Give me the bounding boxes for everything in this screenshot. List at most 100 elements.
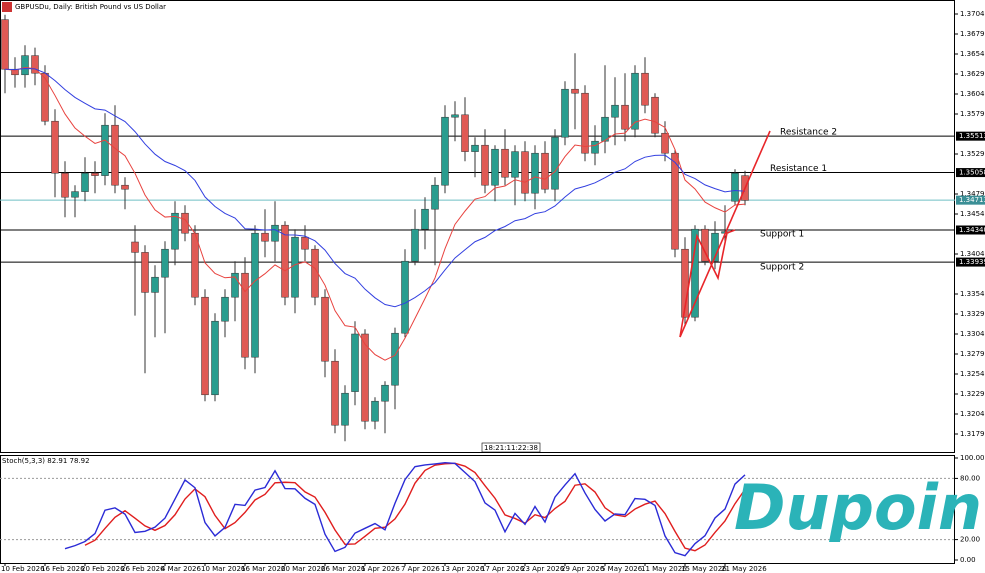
y-tick-label: 1.32290 — [960, 390, 985, 398]
moving-averages — [4, 67, 746, 361]
price-tag — [956, 257, 985, 267]
price-tag-label: 1.35513 — [959, 132, 985, 140]
candle-body — [351, 333, 359, 392]
candle-body — [331, 360, 339, 426]
moving-average — [4, 67, 746, 361]
symbol-icon — [2, 2, 12, 12]
candle-body — [501, 148, 509, 178]
candle-body — [421, 208, 429, 230]
candle-body — [441, 116, 449, 186]
stoch-line — [64, 461, 746, 557]
candle-body — [291, 236, 299, 298]
candle-body — [201, 296, 209, 396]
candle-body — [51, 120, 59, 174]
candle-body — [651, 96, 659, 134]
candle-body — [611, 104, 619, 118]
candle-body — [541, 152, 549, 190]
stoch-label: Stoch(5,3,3) 82.91 78.92 — [2, 457, 90, 465]
candle-body — [41, 72, 49, 122]
y-tick-label: 1.36540 — [960, 50, 985, 58]
y-tick-label: 1.36290 — [960, 70, 985, 78]
x-tick-label: 10 Mar 2026 — [201, 565, 246, 573]
moving-average — [4, 68, 746, 308]
axes: 1.37040 1.36790 1.36540 1.36290 1.36040 1.357… — [1, 10, 985, 573]
y-tick-label: 1.35790 — [960, 110, 985, 118]
candle-body — [211, 320, 219, 396]
y-tick-label: 1.32790 — [960, 350, 985, 358]
price-tag — [956, 225, 985, 235]
candle-body — [281, 224, 289, 298]
candle-body — [631, 72, 639, 130]
y-tick-label: 1.37040 — [960, 10, 985, 18]
drawings — [679, 130, 771, 338]
candle-body — [491, 148, 499, 186]
y-tick-label: 1.32540 — [960, 370, 985, 378]
candle-body — [121, 184, 129, 190]
stoch-tick-label: 20.00 — [960, 536, 980, 544]
x-tick-label: 1 Apr 2026 — [361, 565, 400, 573]
price-tag-label: 1.33939 — [959, 258, 985, 266]
x-tick-label: 20 Feb 2026 — [81, 565, 125, 573]
x-tick-label: 29 Apr 2026 — [561, 565, 605, 573]
candle-body — [671, 152, 679, 250]
x-tick-label: 17 Apr 2026 — [481, 565, 525, 573]
candle-body — [221, 296, 229, 322]
candle-body — [111, 124, 119, 186]
candle-body — [171, 212, 179, 250]
y-tick-label: 1.33040 — [960, 330, 985, 338]
level-label: Resistance 1 — [770, 164, 827, 174]
x-tick-label: 26 Feb 2026 — [121, 565, 165, 573]
y-tick-label: 1.36790 — [960, 30, 985, 38]
candle-body — [471, 144, 479, 152]
candle-body — [101, 124, 109, 176]
clock: 18:21:11:22:38 — [484, 444, 538, 452]
price-tag-label: 1.34340 — [959, 226, 985, 234]
candle-body — [311, 248, 319, 298]
candle-body — [601, 116, 609, 142]
candle-body — [431, 184, 439, 210]
x-tick-label: 20 Mar 2026 — [281, 565, 326, 573]
y-tick-label: 1.35290 — [960, 150, 985, 158]
candle-body — [71, 191, 79, 198]
candle-body — [91, 172, 99, 176]
price-tag-label: 1.34713 — [959, 196, 985, 204]
candle-body — [231, 272, 239, 298]
candle-body — [551, 136, 559, 190]
candle-body — [131, 241, 139, 253]
candle-body — [241, 272, 249, 358]
x-tick-label: 16 Mar 2026 — [241, 565, 286, 573]
y-tick-label: 1.34790 — [960, 190, 985, 198]
candle-body — [561, 88, 569, 138]
candle-body — [61, 172, 69, 198]
stoch-tick-label: 100.00 — [960, 454, 985, 462]
candle-body — [581, 92, 589, 154]
level-label: Resistance 2 — [780, 128, 837, 138]
candle-body — [261, 232, 269, 242]
candle-body — [511, 151, 519, 178]
candle-body — [621, 104, 629, 130]
candle-body — [641, 72, 649, 106]
candle-body — [251, 232, 259, 358]
price-tag — [956, 168, 985, 178]
candle-body — [571, 88, 579, 94]
candle-body — [141, 252, 149, 293]
candle-body — [661, 132, 669, 154]
candle-body — [361, 333, 369, 422]
candle-body — [371, 400, 379, 422]
candle-body — [181, 212, 189, 234]
candle-body — [21, 55, 29, 76]
candle-body — [1, 19, 9, 70]
x-tick-label: 16 Feb 2026 — [41, 565, 85, 573]
y-tick-label: 1.36040 — [960, 90, 985, 98]
x-tick-label: 11 May 2026 — [641, 565, 687, 573]
y-tick-label: 1.33290 — [960, 310, 985, 318]
candle-body — [591, 140, 599, 154]
candle-body — [461, 114, 469, 152]
candle-body — [401, 260, 409, 334]
candle-body — [301, 236, 309, 250]
clock-box — [481, 442, 541, 453]
candle-body — [381, 384, 389, 402]
x-tick-label: 5 May 2026 — [601, 565, 643, 573]
candle-body — [151, 276, 159, 293]
